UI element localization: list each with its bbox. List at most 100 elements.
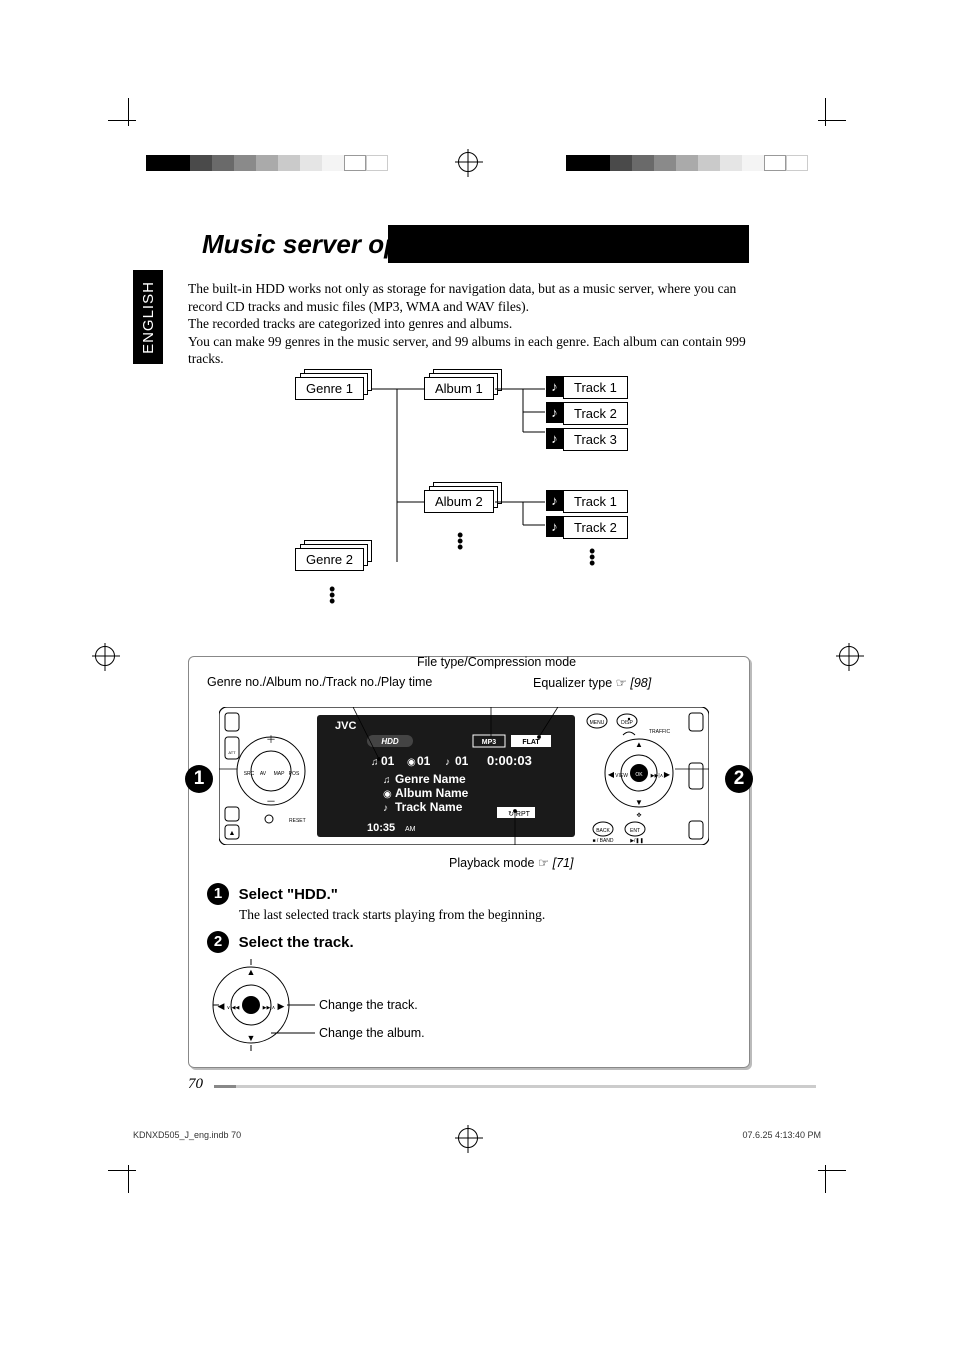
note-icon: ♪ (546, 428, 563, 449)
svg-text:◉: ◉ (407, 757, 416, 768)
svg-text:■ / BAND: ■ / BAND (592, 838, 613, 844)
note-icon: ♪ (546, 490, 563, 511)
svg-text:Change the track.: Change the track. (319, 998, 418, 1012)
svg-text:MAP: MAP (274, 771, 286, 777)
vdots: ••• (457, 532, 463, 550)
step-num-1: 1 (207, 883, 229, 905)
registration-mark-icon (95, 646, 115, 666)
genre1-box: Genre 1 (295, 377, 364, 400)
svg-text:↻ RPT: ↻ RPT (508, 811, 531, 818)
svg-text:▶/❚❚: ▶/❚❚ (630, 838, 644, 844)
svg-text:Change the album.: Change the album. (319, 1026, 425, 1040)
svg-text:－: － (266, 797, 276, 808)
svg-text:✥: ✥ (636, 812, 641, 819)
svg-text:Album Name: Album Name (395, 786, 469, 800)
svg-text:◀: ◀ (218, 1001, 225, 1011)
album1-box: Album 1 (424, 377, 494, 400)
svg-text:0:00:03: 0:00:03 (487, 753, 532, 768)
svg-text:Genre Name: Genre Name (395, 772, 466, 786)
callout-pbmode: Playback mode ☞ [71] (449, 855, 573, 870)
language-tab: ENGLISH (133, 270, 163, 364)
svg-text:01: 01 (381, 754, 395, 768)
svg-text:AM: AM (405, 826, 416, 833)
callout-genreline: Genre no./Album no./Track no./Play time (207, 675, 432, 689)
crop (128, 1165, 129, 1193)
svg-text:Track Name: Track Name (395, 800, 463, 814)
svg-text:ATT: ATT (228, 750, 236, 755)
step-num-2: 2 (207, 931, 229, 953)
intro-text: The built-in HDD works not only as stora… (188, 280, 748, 368)
callout-filetype: File type/Compression mode (417, 655, 576, 669)
intro-p2: The recorded tracks are categorized into… (188, 315, 748, 333)
crop (108, 120, 136, 121)
svg-text:AV: AV (260, 771, 267, 777)
track-box: Track 2 (563, 516, 628, 539)
page-rule (214, 1085, 816, 1088)
svg-text:♪: ♪ (445, 757, 450, 768)
svg-text:HDD: HDD (381, 737, 399, 746)
hierarchy-diagram: Genre 1 Genre 2 Album 1 Album 2 ♪ Track … (285, 362, 685, 642)
svg-text:RESET: RESET (289, 818, 306, 824)
note-icon: ♪ (546, 516, 563, 537)
svg-text:▲: ▲ (635, 740, 643, 749)
svg-text:MENU: MENU (590, 720, 605, 726)
heading-text: Music server operations (188, 225, 749, 263)
svg-text:∨ VIEW: ∨ VIEW (610, 773, 628, 779)
callout-num-1: 1 (185, 765, 213, 793)
track-box: Track 1 (563, 376, 628, 399)
step-1-title: Select "HDD." (239, 886, 338, 903)
colorbar-top-left (146, 155, 388, 171)
svg-text:▶: ▶ (278, 1001, 285, 1011)
crop (108, 1170, 136, 1171)
track-box: Track 2 (563, 402, 628, 425)
operation-panel: File type/Compression mode Genre no./Alb… (188, 656, 750, 1068)
step-2-title: Select the track. (239, 934, 354, 951)
crop (818, 1170, 846, 1171)
svg-text:▼: ▼ (247, 1033, 256, 1043)
crop (825, 1165, 826, 1193)
language-tab-label: ENGLISH (140, 281, 157, 354)
registration-mark-icon (458, 1128, 478, 1148)
svg-text:OK: OK (635, 772, 643, 778)
page-number: 70 (188, 1076, 203, 1093)
svg-text:▶: ▶ (664, 770, 671, 779)
track-box: Track 3 (563, 428, 628, 451)
svg-text:DISP: DISP (621, 720, 633, 726)
step-1-body: The last selected track starts playing f… (239, 907, 731, 923)
album2-box: Album 2 (424, 490, 494, 513)
svg-text:MP3: MP3 (482, 739, 497, 746)
svg-text:◉: ◉ (383, 789, 392, 800)
svg-text:01: 01 (417, 754, 431, 768)
footer-left: KDNXD505_J_eng.indb 70 (133, 1130, 241, 1140)
crop (818, 120, 846, 121)
svg-text:10:35: 10:35 (367, 822, 395, 834)
vdots: ••• (329, 586, 335, 604)
svg-text:POS: POS (289, 771, 300, 777)
crop (825, 98, 826, 126)
svg-text:JVC: JVC (335, 720, 356, 732)
svg-text:♪: ♪ (383, 803, 388, 814)
svg-text:SRC: SRC (244, 771, 255, 777)
svg-text:▶▶|∧: ▶▶|∧ (651, 773, 664, 779)
callout-num-2: 2 (725, 765, 753, 793)
intro-p1: The built-in HDD works not only as stora… (188, 280, 748, 315)
track-box: Track 1 (563, 490, 628, 513)
genre2-box: Genre 2 (295, 548, 364, 571)
svg-text:♫: ♫ (383, 775, 391, 786)
section-heading: Music server operations (188, 225, 749, 263)
vdots: ••• (589, 548, 595, 566)
dpad-diagram: ▲ ▼ ◀ ▶ ∨|◀◀ ▶▶|∧ Change the track. Chan… (207, 957, 327, 1047)
note-icon: ♪ (546, 402, 563, 423)
svg-text:ENT: ENT (630, 828, 640, 834)
note-icon: ♪ (546, 376, 563, 397)
svg-text:∨|◀◀: ∨|◀◀ (227, 1005, 240, 1011)
svg-text:▲: ▲ (229, 830, 236, 837)
svg-text:▶▶|∧: ▶▶|∧ (263, 1005, 276, 1011)
registration-mark-icon (839, 646, 859, 666)
crop (128, 98, 129, 126)
step-2: 2 Select the track. ▲ ▼ ◀ ▶ ∨|◀◀ ▶▶|∧ (207, 931, 731, 1047)
device-mock: ＋ － SRC AV MAP POS ATT ▲ RESET JVC HDD M… (219, 707, 709, 845)
svg-text:▼: ▼ (635, 798, 643, 807)
svg-text:01: 01 (455, 754, 469, 768)
svg-text:FLAT: FLAT (522, 739, 540, 746)
